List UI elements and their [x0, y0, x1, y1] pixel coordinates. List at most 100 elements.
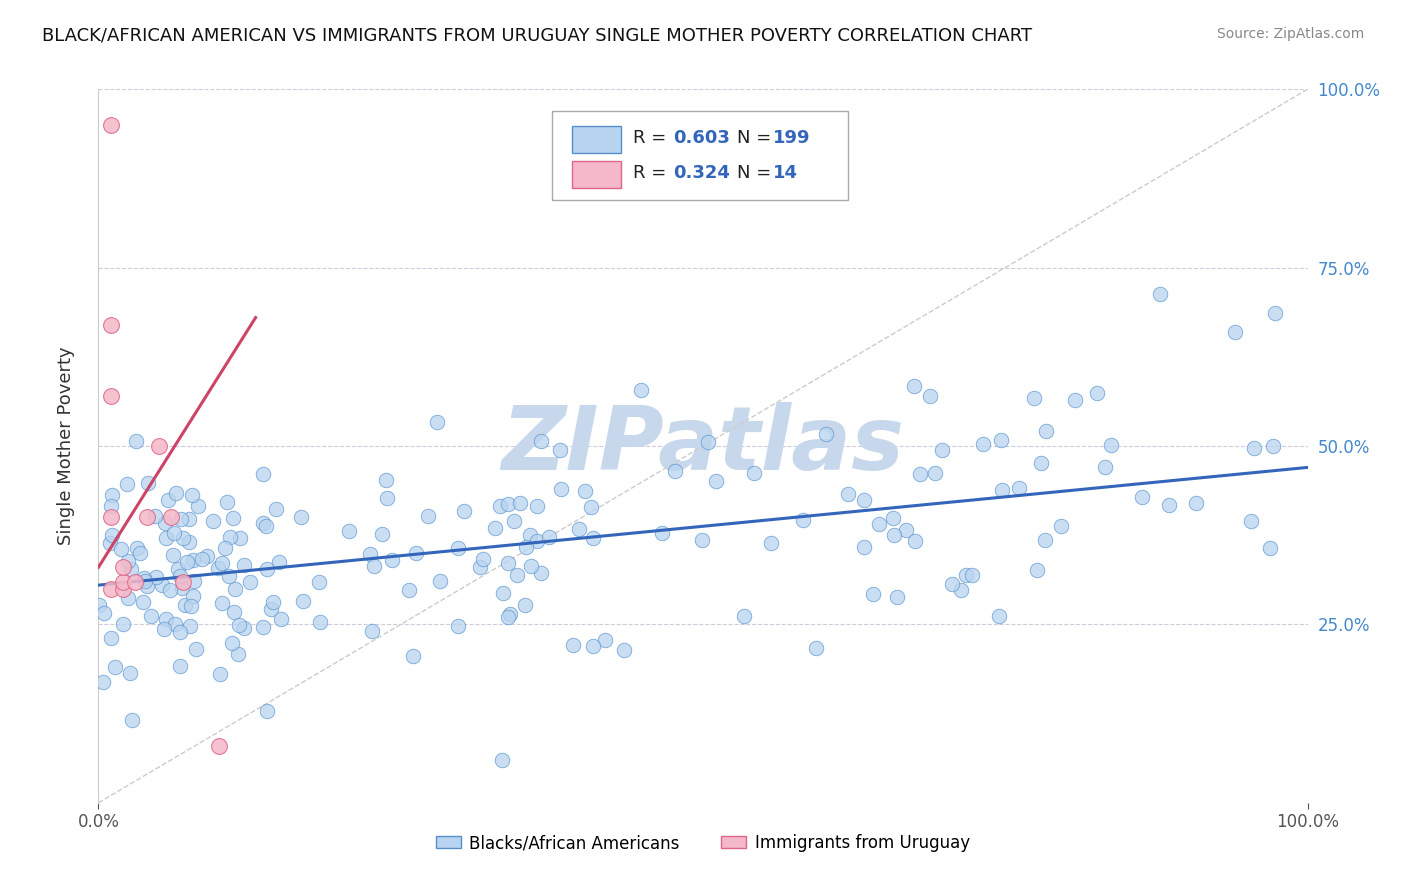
Point — [308, 575, 330, 590]
Point — [581, 500, 603, 514]
Point — [498, 609, 520, 624]
Point — [988, 608, 1011, 623]
FancyBboxPatch shape — [572, 161, 621, 188]
Point — [733, 609, 755, 624]
Point — [896, 523, 918, 537]
Point — [360, 624, 382, 638]
Point — [117, 477, 139, 491]
Point — [187, 500, 209, 514]
Point — [503, 514, 526, 528]
Point — [177, 535, 200, 549]
Point — [145, 508, 167, 523]
Point — [375, 491, 398, 505]
Point — [160, 510, 183, 524]
Point — [100, 536, 122, 550]
Point — [582, 639, 605, 653]
Point — [180, 599, 202, 614]
Text: 199: 199 — [773, 128, 811, 146]
Point — [124, 574, 146, 589]
Point — [1264, 306, 1286, 320]
Point — [254, 519, 277, 533]
Point — [990, 483, 1012, 497]
Point — [1033, 533, 1056, 547]
Point — [484, 521, 506, 535]
Point — [127, 541, 149, 555]
Point — [955, 567, 977, 582]
Point — [308, 615, 330, 629]
Point — [159, 582, 181, 597]
Point — [252, 620, 274, 634]
Point — [704, 474, 727, 488]
Point — [172, 574, 194, 589]
Point — [568, 522, 591, 536]
Point — [224, 582, 246, 596]
Text: 14: 14 — [773, 164, 799, 182]
Point — [91, 674, 114, 689]
Point — [814, 427, 837, 442]
Point — [217, 495, 239, 509]
Point — [252, 516, 274, 530]
Point — [222, 605, 245, 619]
Point — [290, 509, 312, 524]
Point — [886, 590, 908, 604]
Point — [221, 636, 243, 650]
Point — [93, 606, 115, 620]
Point — [852, 492, 875, 507]
Text: BLACK/AFRICAN AMERICAN VS IMMIGRANTS FROM URUGUAY SINGLE MOTHER POVERTY CORRELAT: BLACK/AFRICAN AMERICAN VS IMMIGRANTS FRO… — [42, 27, 1032, 45]
Point — [208, 667, 231, 681]
Point — [169, 624, 191, 639]
Point — [176, 555, 198, 569]
Point — [100, 632, 122, 646]
Point — [252, 467, 274, 481]
Point — [153, 622, 176, 636]
Point — [1029, 456, 1052, 470]
Point — [139, 608, 162, 623]
Point — [506, 567, 529, 582]
Point — [207, 561, 229, 575]
Point — [903, 533, 925, 548]
Point — [337, 524, 360, 538]
Point — [1157, 499, 1180, 513]
Point — [110, 542, 132, 557]
FancyBboxPatch shape — [572, 127, 621, 153]
Point — [174, 598, 197, 612]
Point — [548, 442, 571, 457]
Point — [883, 528, 905, 542]
Point — [1240, 514, 1263, 528]
Point — [882, 511, 904, 525]
Point — [1026, 563, 1049, 577]
Point — [202, 514, 225, 528]
Point — [124, 434, 146, 449]
Point — [163, 526, 186, 541]
Point — [118, 665, 141, 680]
Point — [179, 619, 201, 633]
Point — [499, 607, 522, 622]
Point — [169, 659, 191, 673]
Point — [363, 559, 385, 574]
Point — [117, 591, 139, 606]
Point — [111, 560, 134, 574]
Point — [218, 530, 240, 544]
Point — [472, 552, 495, 566]
Point — [1099, 438, 1122, 452]
Point — [526, 534, 548, 549]
Point — [837, 487, 859, 501]
Point — [156, 493, 179, 508]
Point — [664, 464, 686, 478]
Point — [1064, 392, 1087, 407]
Point — [1085, 386, 1108, 401]
Point — [256, 704, 278, 718]
Point — [129, 546, 152, 560]
Point — [155, 531, 177, 545]
Point — [1050, 519, 1073, 533]
Point — [537, 530, 560, 544]
Point — [170, 581, 193, 595]
Point — [167, 562, 190, 576]
Point — [111, 574, 134, 589]
Point — [761, 536, 783, 550]
Point — [120, 561, 142, 575]
Point — [111, 582, 134, 596]
Point — [1007, 481, 1029, 495]
Point — [526, 500, 548, 514]
Point — [862, 587, 884, 601]
